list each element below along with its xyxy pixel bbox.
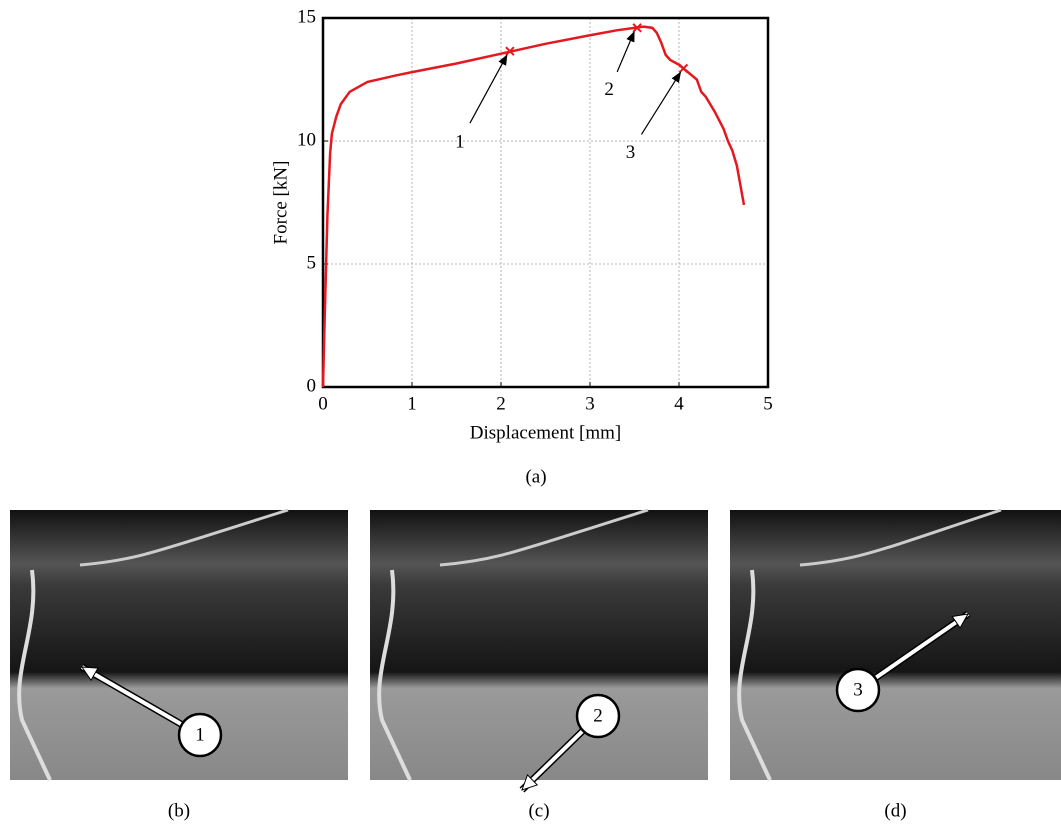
photo-panel: 2	[370, 508, 708, 793]
photo-edge	[377, 569, 412, 781]
photo-edge	[737, 569, 772, 781]
y-tick-label: 5	[307, 252, 317, 273]
photo-arrow-head	[81, 666, 99, 682]
x-tick-label: 2	[496, 393, 506, 414]
panel-caption: (b)	[168, 800, 190, 821]
photo-edge	[79, 508, 289, 567]
photo	[370, 510, 708, 780]
panel-caption: (d)	[884, 800, 906, 821]
x-axis-label: Displacement [mm]	[470, 422, 621, 443]
x-tick-label: 0	[318, 393, 328, 414]
label-circle	[575, 693, 621, 739]
photo-edge	[439, 508, 649, 567]
photo-arrow-head	[521, 774, 539, 791]
x-tick-label: 4	[674, 393, 684, 414]
force-curve	[321, 25, 746, 388]
annotation-label: 1	[455, 132, 465, 153]
plot-frame	[321, 16, 770, 389]
annotation-label: 2	[604, 79, 614, 100]
y-tick-label: 0	[307, 375, 317, 396]
x-tick-label: 1	[407, 393, 417, 414]
panel-label: 2	[593, 705, 603, 726]
photo-panel: 1	[10, 508, 348, 781]
panel-label: 1	[195, 724, 205, 745]
photo	[730, 510, 1061, 780]
photo-panel: 3	[730, 508, 1061, 781]
y-tick-label: 10	[297, 129, 316, 150]
marker	[678, 63, 689, 74]
annotation-arrow	[469, 54, 508, 124]
panel-label: 3	[853, 679, 863, 700]
y-tick-label: 15	[297, 6, 316, 27]
photo-arrow	[856, 612, 970, 692]
annotation-arrow	[616, 30, 635, 73]
label-circle	[835, 667, 881, 713]
y-axis-label: Force [kN]	[270, 161, 291, 245]
label-circle	[177, 712, 223, 758]
annotation-label: 3	[626, 142, 636, 163]
x-tick-label: 3	[585, 393, 595, 414]
marker	[505, 46, 515, 56]
caption: (a)	[525, 466, 546, 487]
photo-edge	[799, 508, 1002, 567]
photo-edge	[17, 569, 52, 781]
photo-arrow-head	[951, 613, 969, 629]
annotation-arrow	[640, 71, 682, 135]
panel-caption: (c)	[528, 800, 549, 821]
marker	[632, 23, 642, 33]
x-tick-label: 5	[763, 393, 773, 414]
photo-arrow	[81, 665, 201, 737]
